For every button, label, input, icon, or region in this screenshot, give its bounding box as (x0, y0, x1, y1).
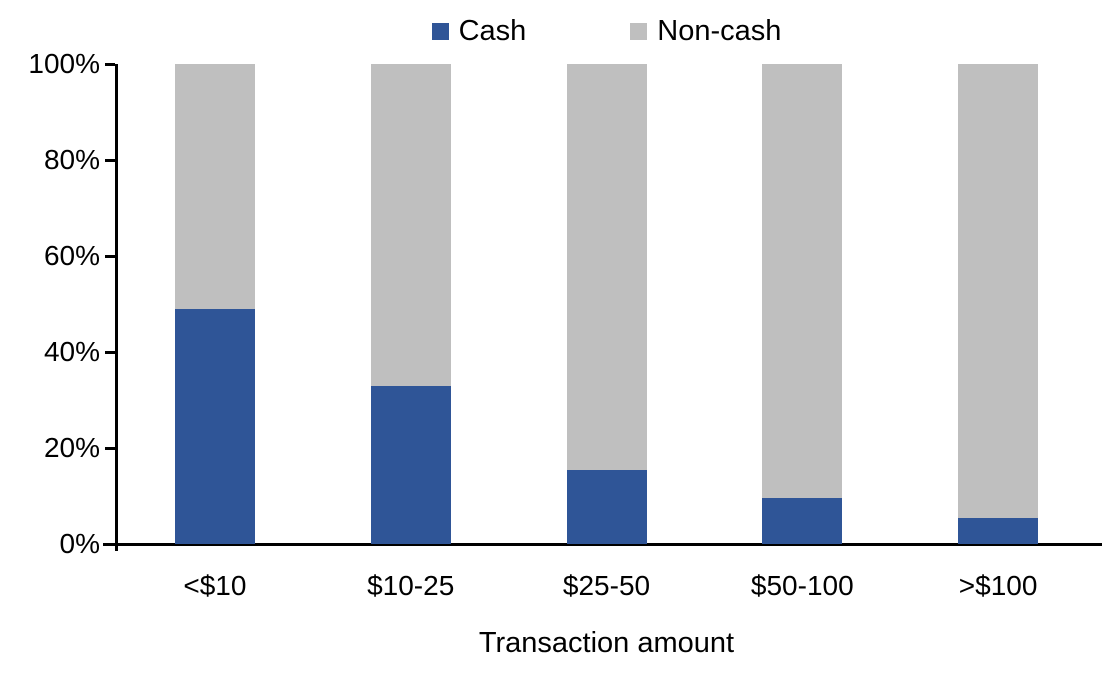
y-tick-label: 20% (43, 432, 100, 463)
noncash-swatch-icon (630, 22, 648, 40)
x-category-label: <$10 (183, 570, 247, 601)
x-axis-title: Transaction amount (478, 627, 735, 659)
y-tick-mark (105, 159, 115, 162)
legend-item-cash: Cash (431, 14, 527, 47)
bar-segment-noncash (566, 64, 647, 470)
bar-segment-noncash (370, 64, 451, 386)
y-tick-mark (105, 543, 115, 546)
bar-segment-noncash (958, 64, 1039, 518)
bar-segment-cash (370, 385, 451, 544)
x-category-label: >$100 (958, 570, 1038, 601)
x-category-label: $25-50 (562, 570, 651, 601)
y-tick-mark (105, 447, 115, 450)
legend-label-cash: Cash (458, 14, 527, 47)
y-tick-label: 40% (43, 336, 100, 367)
y-tick-label: 100% (28, 48, 100, 79)
x-category-label: $10-25 (367, 570, 455, 601)
x-category-label: $50-100 (750, 570, 854, 601)
bar-segment-cash (958, 517, 1039, 544)
y-tick-label: 0% (59, 528, 100, 559)
bar-segment-noncash (174, 64, 255, 309)
y-tick-label: 60% (43, 240, 100, 271)
bar-segment-noncash (762, 64, 843, 499)
legend-item-noncash: Non-cash (630, 14, 782, 47)
bar-segment-cash (762, 498, 843, 544)
bar-segment-cash (566, 469, 647, 544)
x-axis-line (103, 543, 1102, 546)
cash-swatch-icon (431, 22, 449, 40)
bar-segment-cash (174, 308, 255, 544)
y-axis-line (115, 64, 118, 551)
legend-label-noncash: Non-cash (657, 14, 782, 47)
y-tick-mark (105, 255, 115, 258)
legend: Cash Non-cash (117, 14, 1096, 48)
y-tick-label: 80% (43, 144, 100, 175)
y-tick-mark (105, 63, 115, 66)
y-tick-mark (105, 351, 115, 354)
